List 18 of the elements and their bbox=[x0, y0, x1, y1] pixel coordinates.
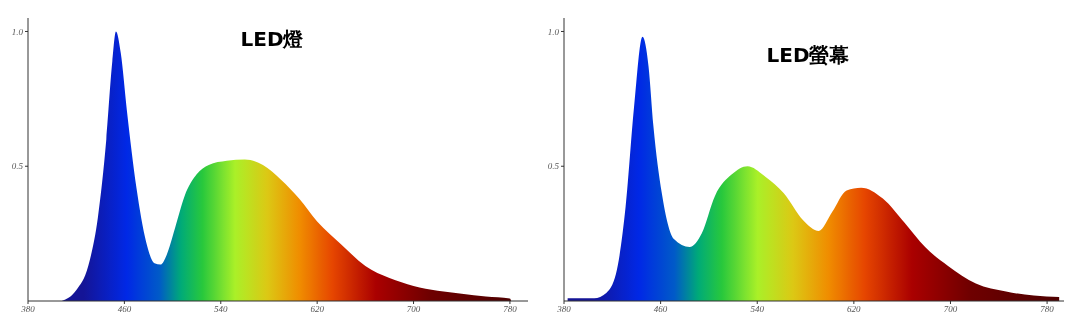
text: LED螢幕 bbox=[765, 42, 851, 69]
x-tick-label: 540 bbox=[214, 304, 229, 315]
x-tick-label: 460 bbox=[117, 304, 132, 315]
x-tick-label: 460 bbox=[653, 304, 668, 315]
x-tick-label: 780 bbox=[1040, 304, 1055, 315]
y-tick-label: 0.5 bbox=[11, 161, 24, 172]
x-tick-label: 540 bbox=[750, 304, 765, 315]
x-tick-label: 380 bbox=[556, 304, 572, 315]
x-tick-label: 380 bbox=[20, 304, 36, 315]
x-tick-label: 620 bbox=[310, 304, 325, 315]
y-tick-label: 0.5 bbox=[547, 161, 560, 172]
x-tick-label: 700 bbox=[943, 304, 958, 315]
x-tick-label: 780 bbox=[503, 304, 518, 315]
y-tick-label: 1.0 bbox=[11, 26, 24, 37]
x-tick-label: 620 bbox=[847, 304, 862, 315]
y-tick-label: 1.0 bbox=[547, 26, 560, 37]
x-tick-label: 700 bbox=[406, 304, 421, 315]
text: LED燈 bbox=[240, 27, 304, 51]
